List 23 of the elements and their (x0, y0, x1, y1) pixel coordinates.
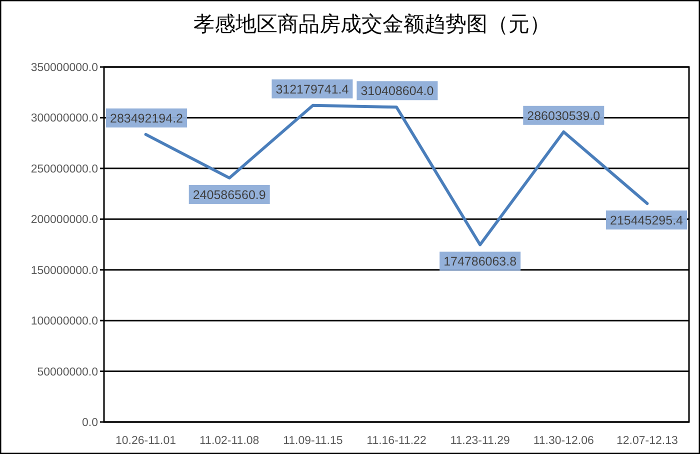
data-label: 310408604.0 (360, 84, 434, 98)
y-tick-label: 150000000.0 (30, 264, 98, 277)
data-label: 283492194.2 (110, 111, 184, 126)
data-label: 174786063.8 (444, 254, 517, 269)
data-label: 240586560.9 (192, 188, 266, 202)
x-tick-label: 11.16-11.22 (366, 435, 426, 447)
x-tick-label: 11.09-11.15 (283, 435, 343, 447)
data-label: 286030539.0 (527, 108, 600, 123)
y-tick-label: 0.0 (82, 417, 98, 429)
x-tick-label: 11.23-11.29 (450, 435, 510, 447)
y-tick-label: 300000000.0 (30, 112, 98, 125)
x-tick-label: 12.07-12.13 (616, 435, 678, 447)
y-tick-label: 200000000.0 (30, 214, 98, 226)
data-label: 312179741.4 (276, 82, 349, 96)
x-tick-label: 11.30-12.06 (533, 435, 594, 447)
y-tick-label: 250000000.0 (30, 163, 98, 176)
y-tick-label: 50000000.0 (37, 366, 98, 378)
y-tick-label: 350000000.0 (30, 62, 98, 74)
x-tick-label: 11.02-11.08 (200, 435, 260, 447)
x-tick-label: 10.26-11.01 (116, 435, 176, 447)
data-label: 215445295.4 (610, 213, 684, 228)
chart-title: 孝感地区商品房成交金额趋势图（元） (194, 12, 550, 36)
y-tick-label: 100000000.0 (30, 316, 98, 328)
